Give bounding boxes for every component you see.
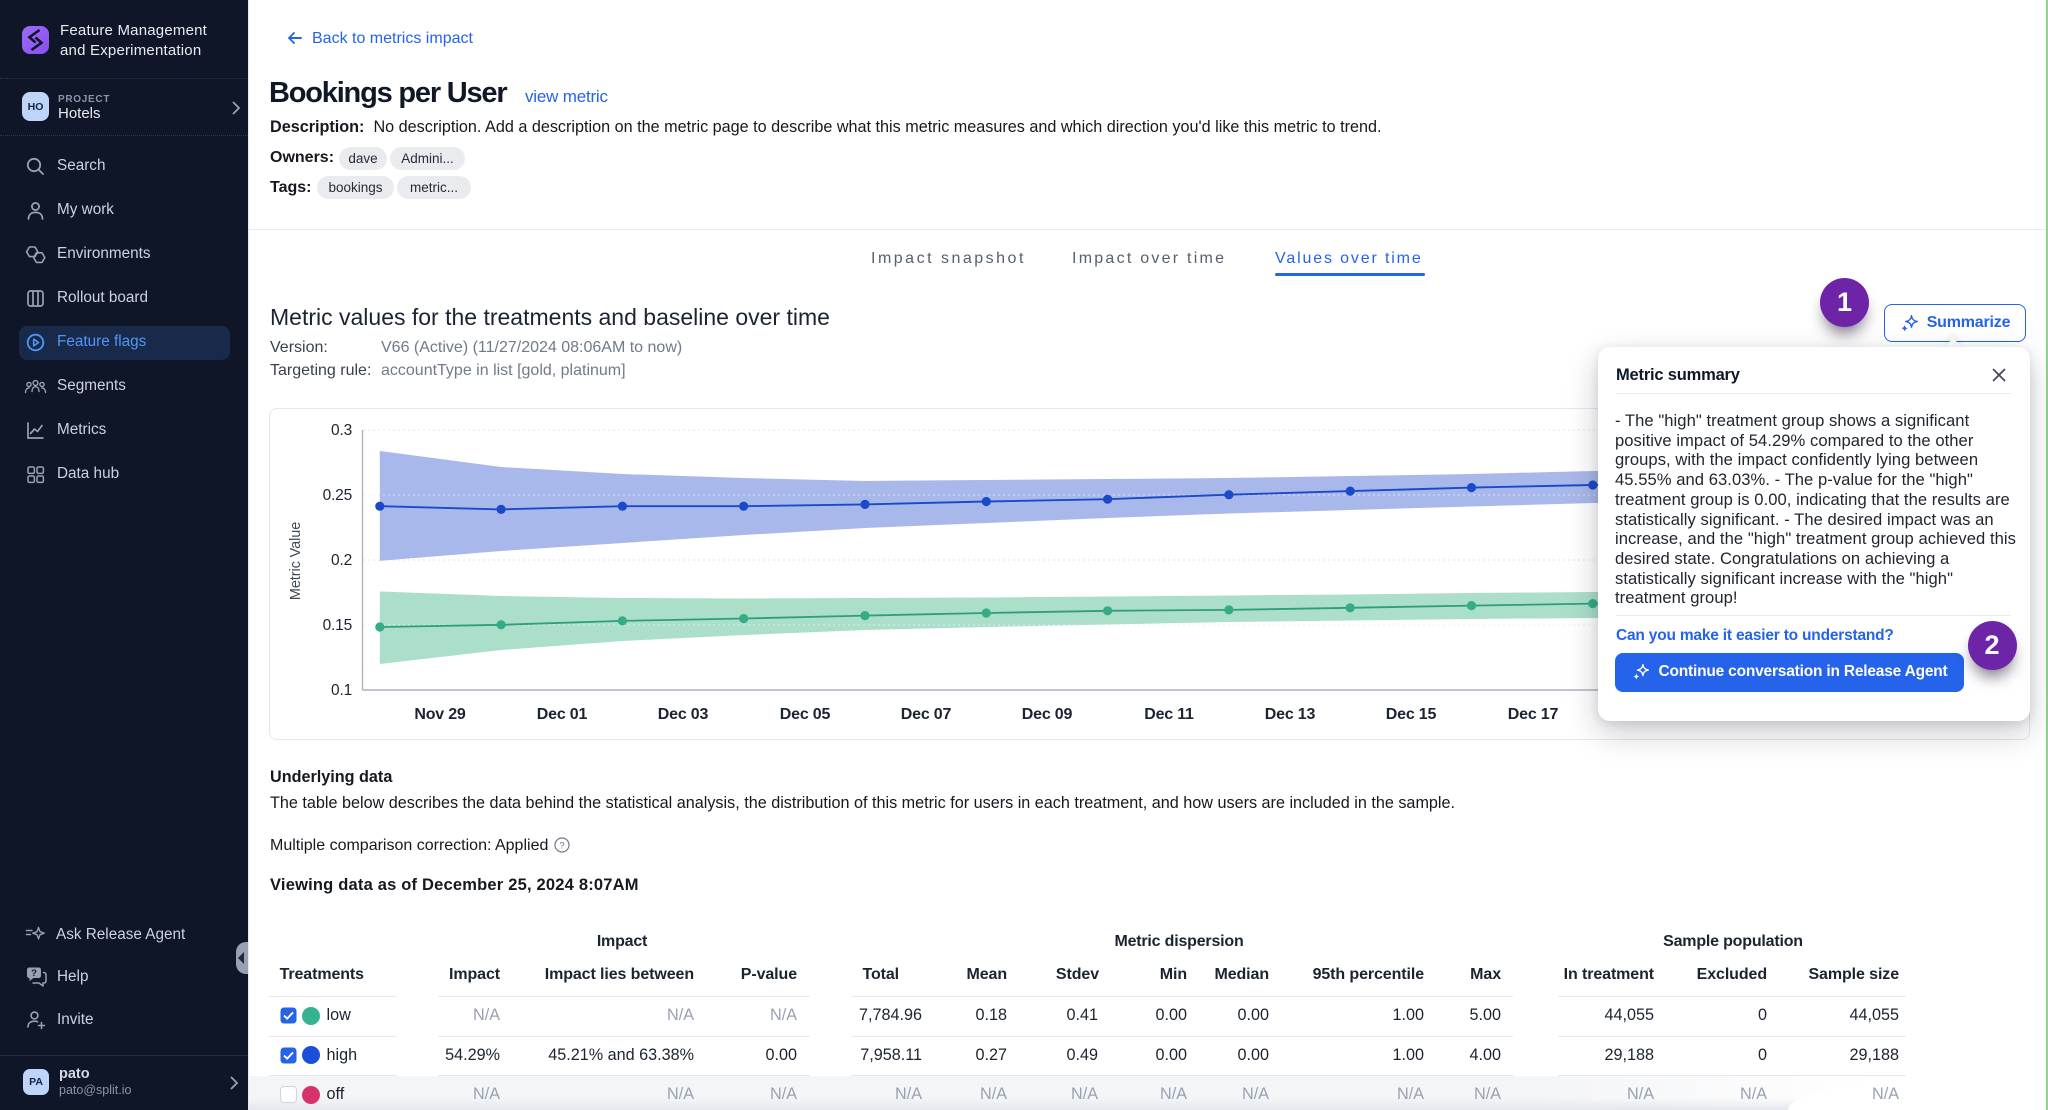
svg-text:?: ? <box>559 840 564 851</box>
svg-text:?: ? <box>31 968 37 979</box>
